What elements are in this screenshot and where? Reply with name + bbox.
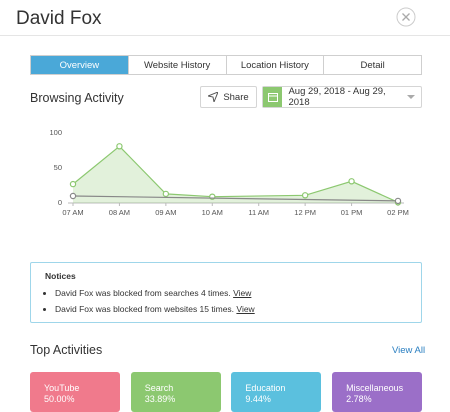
tab-bar: Overview Website History Location History D… <box>30 55 422 75</box>
date-picker[interactable]: Aug 29, 2018 - Aug 29, 2018 <box>262 86 422 108</box>
date-range: Aug 29, 2018 - Aug 29, 2018 <box>288 86 386 108</box>
share-label: Share <box>223 91 249 103</box>
tab[interactable]: Website History <box>127 56 226 74</box>
point <box>69 192 77 200</box>
dialog-title: David Fox <box>16 8 102 29</box>
point <box>116 143 123 150</box>
x-tick-label: 10 AM <box>202 208 223 217</box>
notice-text: David Fox was blocked from searches 4 ti… <box>55 288 231 298</box>
card-value: 9.44% <box>245 394 271 404</box>
notices-title: Notices <box>45 271 76 281</box>
page: David Fox Overview Website History Locatio… <box>0 0 450 401</box>
activity-cards: YouTube 50.00% Search 33.89% Education 9.44% M… <box>30 372 423 412</box>
tab[interactable]: Overview <box>31 56 128 74</box>
y-tick-label: 100 <box>49 128 62 137</box>
section-title: Browsing Activity <box>30 91 124 105</box>
view-all-link[interactable]: View All <box>392 345 426 356</box>
x-tick-label: 02 PM <box>387 208 409 217</box>
close-button[interactable] <box>396 7 416 27</box>
tab[interactable]: Detail <box>323 56 421 74</box>
card-label: Education <box>245 383 286 393</box>
x-tick-label: 09 AM <box>155 208 176 217</box>
point <box>394 197 402 205</box>
point <box>162 190 170 198</box>
x-tick-label: 08 AM <box>109 208 130 217</box>
card-label: YouTube <box>44 383 80 393</box>
y-tick-label: 50 <box>54 163 62 172</box>
calendar-icon <box>263 87 283 107</box>
notice-link[interactable]: View <box>236 304 255 314</box>
line <box>72 195 399 202</box>
section-title: Top Activities <box>30 343 103 357</box>
activity-card[interactable]: YouTube 50.00% <box>30 372 120 412</box>
card-value: 2.78% <box>346 394 372 404</box>
x-tick-label: 12 PM <box>294 208 316 217</box>
card-label: Miscellaneous <box>346 383 404 393</box>
share-icon <box>208 92 219 102</box>
share-button[interactable]: Share <box>200 86 257 108</box>
x-tick-label: 01 PM <box>341 208 363 217</box>
notice-link[interactable]: View <box>233 288 252 298</box>
point <box>348 178 355 185</box>
notices-box: Notices David Fox was blocked from searc… <box>30 262 422 323</box>
card-value: 50.00% <box>44 394 75 404</box>
x-tick-label: 11 AM <box>248 208 269 217</box>
activity-card[interactable]: Education 9.44% <box>231 372 322 412</box>
notice-item: David Fox was blocked from websites 15 t… <box>55 304 407 314</box>
tab[interactable]: Location History <box>225 56 324 74</box>
notice-item: David Fox was blocked from searches 4 ti… <box>55 288 407 298</box>
point <box>301 192 309 199</box>
activity-card[interactable]: Miscellaneous 2.78% <box>332 372 423 412</box>
point <box>69 180 77 188</box>
chart: 0 50 100 07 AM 08 AM 09 AM 10 AM 11 AM 12 PM 01 P… <box>49 128 409 217</box>
dropdown-caret <box>407 95 416 99</box>
area <box>73 146 398 203</box>
card-value: 33.89% <box>144 394 176 404</box>
notices-list: David Fox was blocked from searches 4 ti… <box>45 288 407 314</box>
x-tick-label: 07 AM <box>62 208 83 217</box>
notice-text: David Fox was blocked from websites 15 t… <box>55 304 235 314</box>
card-label: Search <box>144 383 174 393</box>
y-tick-label: 0 <box>58 198 62 207</box>
activity-card[interactable]: Search 33.89% <box>130 372 221 412</box>
divider <box>0 35 450 36</box>
